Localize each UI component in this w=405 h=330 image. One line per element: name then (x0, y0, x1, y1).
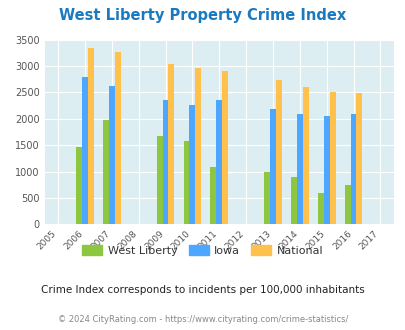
Bar (216, 100, 222, 224)
Bar (356, 93, 362, 224)
Bar (296, 114, 302, 224)
Bar (329, 92, 335, 224)
Bar (350, 114, 356, 224)
Text: Crime Index corresponds to incidents per 100,000 inhabitants: Crime Index corresponds to incidents per… (41, 285, 364, 295)
Bar (275, 80, 281, 224)
Bar (76, 147, 82, 224)
Bar (162, 100, 168, 224)
Bar (222, 71, 228, 224)
Bar (88, 48, 94, 224)
Bar (344, 185, 350, 224)
Text: West Liberty Property Crime Index: West Liberty Property Crime Index (59, 8, 346, 23)
Bar (189, 105, 195, 224)
Bar (109, 86, 115, 224)
Bar (156, 136, 162, 224)
Legend: West Liberty, Iowa, National: West Liberty, Iowa, National (78, 241, 327, 260)
Bar (210, 167, 216, 224)
Bar (269, 109, 275, 224)
Bar (103, 120, 109, 224)
Bar (263, 172, 269, 224)
Bar (323, 116, 329, 224)
Bar (290, 178, 296, 224)
Bar (115, 52, 120, 224)
Bar (195, 68, 201, 224)
Bar (317, 193, 323, 224)
Text: © 2024 CityRating.com - https://www.cityrating.com/crime-statistics/: © 2024 CityRating.com - https://www.city… (58, 315, 347, 324)
Bar (183, 141, 189, 224)
Bar (302, 87, 308, 224)
Bar (168, 64, 174, 224)
Bar (82, 77, 88, 224)
